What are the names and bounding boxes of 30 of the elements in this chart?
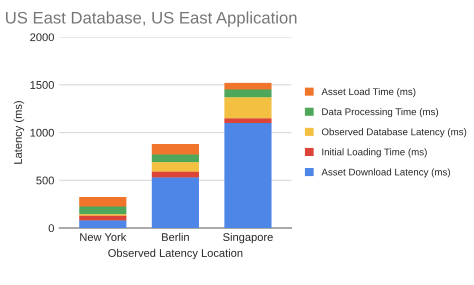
y-axis-title: Latency (ms) xyxy=(14,101,24,164)
y-tick-label: 2000 xyxy=(30,33,54,42)
bar xyxy=(152,172,199,178)
bar xyxy=(224,97,272,118)
x-tick-label: New York xyxy=(80,232,126,242)
x-tick-label: Berlin xyxy=(162,232,189,242)
legend-label: Initial Loading Time (ms) xyxy=(322,148,427,158)
bar xyxy=(152,144,199,154)
bar xyxy=(224,118,272,123)
legend-label: Observed Database Latency (ms) xyxy=(322,128,466,138)
bar xyxy=(224,90,272,98)
bar xyxy=(79,220,126,228)
chart-title: US East Database, US East Application xyxy=(6,11,296,27)
bar xyxy=(152,162,199,172)
bar xyxy=(152,154,199,162)
y-tick-label: 1500 xyxy=(30,81,54,89)
legend-label: Asset Load Time (ms) xyxy=(321,88,416,98)
y-tick-label: 0 xyxy=(48,224,54,232)
y-tick-label: 500 xyxy=(36,176,54,184)
y-tick-label: 1000 xyxy=(30,128,54,137)
legend-label: Data Processing Time (ms) xyxy=(322,108,438,118)
bar xyxy=(79,196,126,207)
legend-label: Asset Download Latency (ms) xyxy=(321,168,450,178)
bar xyxy=(79,216,126,220)
x-tick-label: Singapore xyxy=(223,232,273,244)
bar xyxy=(79,206,126,214)
bar xyxy=(224,122,272,228)
x-axis-title: Observed Latency Location xyxy=(108,248,242,260)
bar xyxy=(224,82,272,90)
bar xyxy=(152,177,199,228)
